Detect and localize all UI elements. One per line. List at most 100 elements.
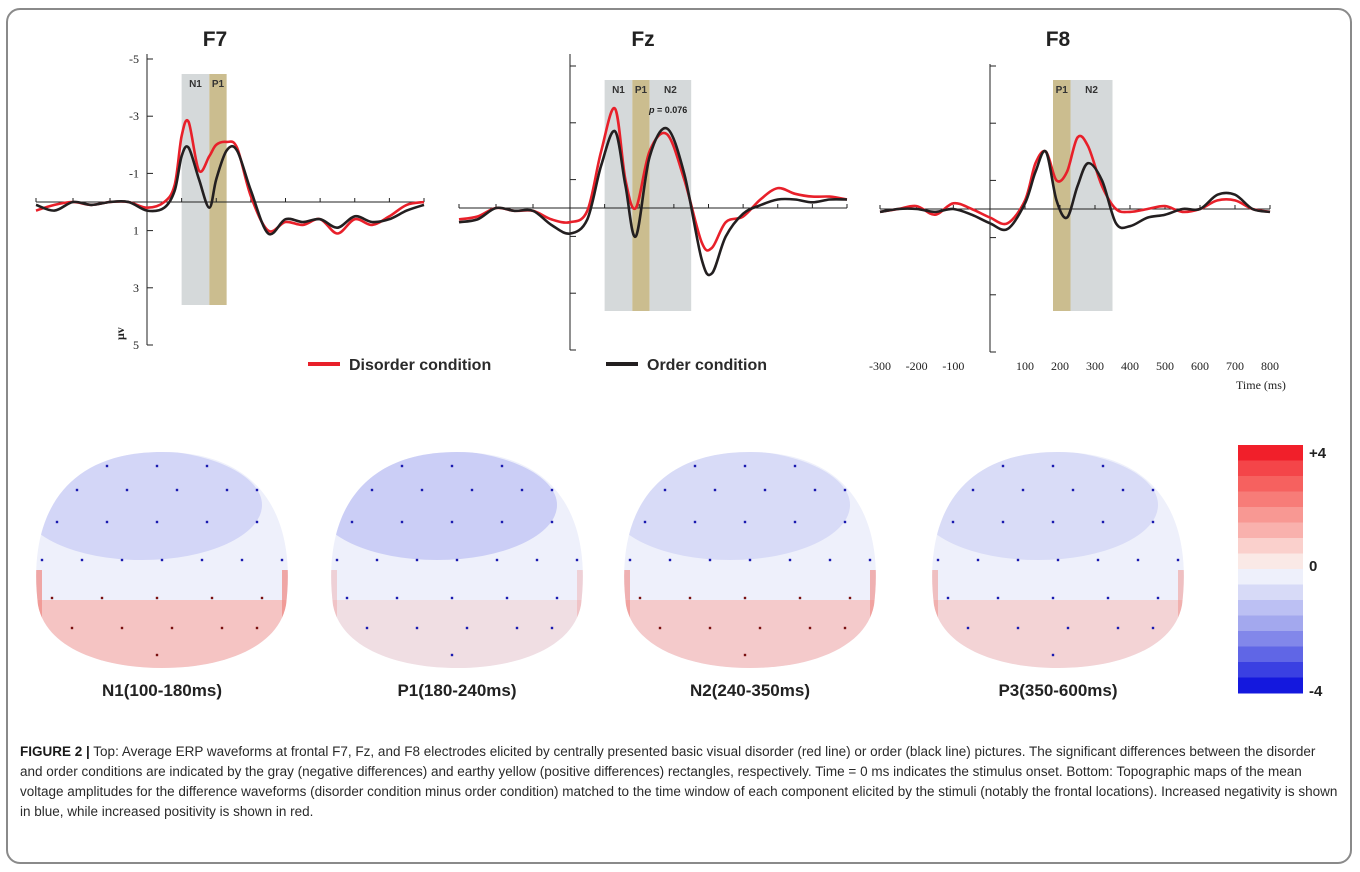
topomap-label: N2(240-350ms) bbox=[690, 681, 810, 700]
time-tick-label: 800 bbox=[1261, 359, 1279, 373]
legend-order-label: Order condition bbox=[647, 357, 767, 374]
electrode-dot bbox=[120, 626, 124, 630]
colorbar-step bbox=[1238, 522, 1303, 539]
electrode-dot bbox=[255, 520, 259, 524]
electrode-dot bbox=[996, 596, 1000, 600]
electrode-dot bbox=[1176, 558, 1180, 562]
electrode-dot bbox=[946, 596, 950, 600]
electrode-dot bbox=[668, 558, 672, 562]
time-tick-label: 500 bbox=[1156, 359, 1174, 373]
erp-panel-f8: P1 N2 F8 bbox=[879, 28, 1271, 353]
window-p1 bbox=[1053, 80, 1071, 311]
time-tick-label: -100 bbox=[942, 359, 964, 373]
electrode-dot bbox=[120, 558, 124, 562]
electrode-dot bbox=[370, 488, 374, 492]
electrode-dot bbox=[220, 626, 224, 630]
topomap-2: P1(180-240ms) bbox=[331, 452, 583, 700]
electrode-dot bbox=[793, 520, 797, 524]
electrode-dot bbox=[843, 520, 847, 524]
electrode-dot bbox=[658, 626, 662, 630]
electrode-dot bbox=[1001, 520, 1005, 524]
colorbar-step bbox=[1238, 445, 1303, 461]
y-tick-label: 5 bbox=[133, 338, 139, 352]
panel-title: F7 bbox=[203, 28, 228, 51]
electrode-dot bbox=[175, 488, 179, 492]
topomap-label: P3(350-600ms) bbox=[998, 681, 1117, 700]
time-tick-label: 300 bbox=[1086, 359, 1104, 373]
electrode-dot bbox=[976, 558, 980, 562]
electrode-dot bbox=[80, 558, 84, 562]
order-waveform bbox=[879, 149, 1271, 232]
electrode-dot bbox=[1021, 488, 1025, 492]
electrode-dot bbox=[155, 520, 159, 524]
order-waveform bbox=[458, 126, 848, 277]
electrode-dot bbox=[971, 488, 975, 492]
topomaps: N1(100-180ms) P1(180-240ms) N2(240-350ms) P… bbox=[36, 452, 1184, 700]
electrode-dot bbox=[1101, 520, 1105, 524]
electrode-dot bbox=[763, 488, 767, 492]
electrode-dot bbox=[55, 520, 59, 524]
window-n2 bbox=[649, 80, 692, 311]
window-label-p1: P1 bbox=[635, 85, 648, 96]
topomap-1: N1(100-180ms) bbox=[36, 452, 288, 700]
electrode-dot bbox=[555, 596, 559, 600]
colorbar-mid-label: 0 bbox=[1309, 558, 1317, 575]
electrode-dot bbox=[1136, 558, 1140, 562]
electrode-dot bbox=[828, 558, 832, 562]
electrode-dot bbox=[450, 464, 454, 468]
electrode-dot bbox=[50, 596, 54, 600]
electrode-dot bbox=[40, 558, 44, 562]
electrode-dot bbox=[375, 558, 379, 562]
electrode-dot bbox=[1051, 464, 1055, 468]
window-n1 bbox=[181, 74, 210, 305]
electrode-dot bbox=[520, 488, 524, 492]
negative-region bbox=[932, 452, 1158, 560]
electrode-dot bbox=[170, 626, 174, 630]
electrode-dot bbox=[1051, 520, 1055, 524]
electrode-dot bbox=[105, 464, 109, 468]
electrode-dot bbox=[125, 488, 129, 492]
colorbar-step bbox=[1238, 553, 1303, 570]
electrode-dot bbox=[1121, 488, 1125, 492]
electrode-dot bbox=[455, 558, 459, 562]
electrode-dot bbox=[1151, 520, 1155, 524]
negative-region bbox=[624, 452, 850, 560]
electrode-dot bbox=[1066, 626, 1070, 630]
time-tick-label: 200 bbox=[1051, 359, 1069, 373]
erp-panel-f7: N1 P1 -5 -3 -1 1 3 5 F7 μv bbox=[35, 28, 425, 352]
electrode-dot bbox=[535, 558, 539, 562]
electrode-dot bbox=[205, 464, 209, 468]
time-tick-label: 600 bbox=[1191, 359, 1209, 373]
electrode-dot bbox=[813, 488, 817, 492]
window-label-n2: N2 bbox=[1085, 85, 1098, 96]
electrode-dot bbox=[450, 596, 454, 600]
electrode-dot bbox=[743, 464, 747, 468]
positive-region bbox=[932, 600, 1184, 668]
electrode-dot bbox=[505, 596, 509, 600]
topomap-label: N1(100-180ms) bbox=[102, 681, 222, 700]
y-unit-label: μv bbox=[113, 327, 127, 340]
positive-edge-left bbox=[932, 570, 938, 650]
electrode-dot bbox=[550, 520, 554, 524]
electrode-dot bbox=[155, 596, 159, 600]
electrode-dot bbox=[335, 558, 339, 562]
electrode-dot bbox=[240, 558, 244, 562]
electrode-dot bbox=[693, 520, 697, 524]
electrode-dot bbox=[693, 464, 697, 468]
electrode-dot bbox=[793, 464, 797, 468]
electrode-dot bbox=[1101, 464, 1105, 468]
electrode-dot bbox=[450, 653, 454, 657]
electrode-dot bbox=[798, 596, 802, 600]
colorbar-step bbox=[1238, 569, 1303, 585]
colorbar-step bbox=[1238, 600, 1303, 616]
y-tick-label: 3 bbox=[133, 281, 139, 295]
electrode-dot bbox=[1096, 558, 1100, 562]
window-p1 bbox=[632, 80, 650, 311]
electrode-dot bbox=[470, 488, 474, 492]
time-tick-label: 400 bbox=[1121, 359, 1139, 373]
colorbar-bottom-label: -4 bbox=[1309, 683, 1323, 700]
electrode-dot bbox=[848, 596, 852, 600]
electrode-dot bbox=[708, 558, 712, 562]
positive-edge-left bbox=[331, 570, 337, 650]
topomap-3: N2(240-350ms) bbox=[624, 452, 876, 700]
